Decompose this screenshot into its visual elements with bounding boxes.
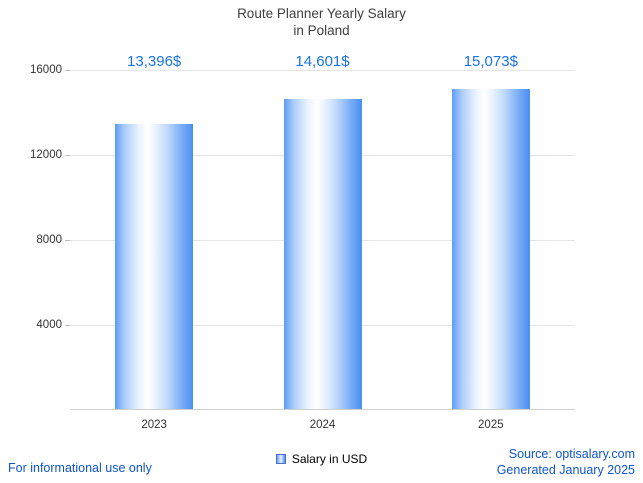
bar-2024 (283, 98, 362, 409)
x-axis-label-2023: 2023 (141, 419, 167, 431)
generated-date: Generated January 2025 (496, 463, 635, 477)
y-tick-16000 (65, 70, 70, 71)
y-tick-12000 (65, 155, 70, 156)
y-axis-label-16000: 16000 (30, 64, 62, 76)
chart-title-line2: in Poland (293, 23, 350, 38)
x-axis-line (70, 409, 575, 410)
y-axis-label-4000: 4000 (36, 319, 62, 331)
bar-value-label-2025: 15,073$ (463, 53, 518, 70)
chart-title-line1: Route Planner Yearly Salary (237, 6, 406, 21)
source-link[interactable]: Source: optisalary.com (508, 447, 635, 461)
x-axis-label-2025: 2025 (478, 419, 504, 431)
chart-title: Route Planner Yearly Salary in Poland (0, 5, 643, 39)
x-axis-label-2024: 2024 (309, 419, 336, 431)
legend[interactable]: Salary in USD (0, 452, 643, 466)
bar-2023 (115, 124, 194, 409)
bar-2025 (451, 88, 530, 409)
plot-area: 4000 8000 12000 16000 13,396$ 2023 14,601$ 2024… (30, 53, 575, 431)
bar-value-label-2023: 13,396$ (127, 53, 182, 70)
legend-label: Salary in USD (291, 452, 368, 466)
y-axis-label-8000: 8000 (36, 234, 62, 246)
legend-swatch-icon (275, 454, 286, 464)
y-tick-8000 (65, 240, 70, 241)
footer-disclaimer: For informational use only (8, 461, 152, 475)
footer-source-block: Source: optisalary.com Generated January… (497, 446, 635, 478)
bar-value-label-2024: 14,601$ (295, 53, 350, 70)
y-axis-label-12000: 12000 (30, 149, 62, 161)
y-tick-4000 (65, 325, 70, 326)
gridline-16000 (70, 70, 575, 71)
